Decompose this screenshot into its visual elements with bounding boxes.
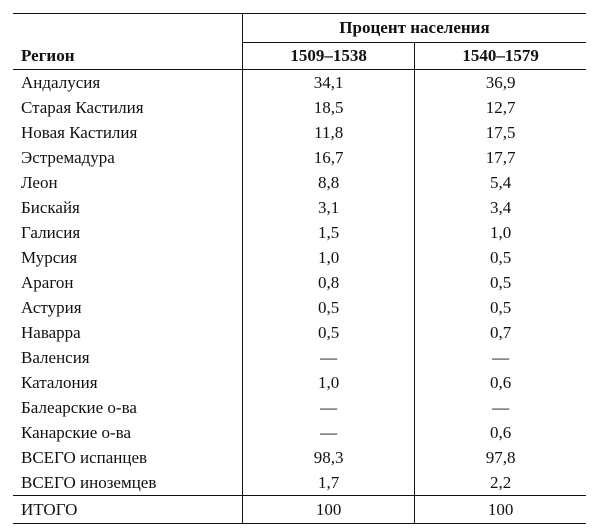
period-header-1: 1509–1538 [241,42,415,70]
region-name: Арагон [21,273,74,292]
region-name: Старая Кастилия [21,98,144,117]
region-name: Бискайя [21,198,80,217]
value-1540-1579: 1,0 [414,220,586,245]
value-1540-1579: 36,9 [414,69,586,95]
value-1509-1538: 0,5 [241,295,415,320]
value-1509-1538: 1,7 [241,470,415,496]
table-row: Новая Кастилия 11,8 17,5 [13,120,586,145]
value-1540-1579: 17,5 [414,120,586,145]
value-1509-1538: — [241,345,415,370]
value-1509-1538: 18,5 [241,95,415,120]
value-1509-1538: — [241,420,415,445]
period-header-2: 1540–1579 [414,42,586,70]
value-1540-1579: 0,5 [414,270,586,295]
population-percent-header: Процент населения [242,13,586,43]
value-1540-1579: 0,6 [414,420,586,445]
value-1540-1579: — [414,345,586,370]
region-name: Андалусия [21,73,101,92]
region-name: Наварра [21,323,81,342]
table-row: Эстремадура 16,7 17,7 [13,145,586,170]
table-row: Старая Кастилия 18,5 12,7 [13,95,586,120]
region-name: ВСЕГО испанцев [21,448,148,467]
value-1509-1538: — [241,395,415,420]
table-row: Андалусия 34,1 36,9 [13,69,586,95]
value-1509-1538: 3,1 [241,195,415,220]
table-row: Мурсия 1,0 0,5 [13,245,586,270]
value-1509-1538: 16,7 [241,145,415,170]
value-1540-1579: 97,8 [414,445,586,470]
header-blank-cell [13,14,243,43]
region-name: Новая Кастилия [21,123,138,142]
region-name: Леон [21,173,58,192]
total-value-1: 100 [241,495,415,524]
value-1540-1579: 0,5 [414,295,586,320]
total-row: ИТОГО 100 100 [13,495,586,524]
value-1509-1538: 1,5 [241,220,415,245]
table-row: Каталония 1,0 0,6 [13,370,586,395]
region-name: Эстремадура [21,148,115,167]
table-row: Наварра 0,5 0,7 [13,320,586,345]
value-1540-1579: — [414,395,586,420]
value-1540-1579: 0,5 [414,245,586,270]
table-row: Арагон 0,8 0,5 [13,270,586,295]
region-name: Галисия [21,223,81,242]
table-row: Леон 8,8 5,4 [13,170,586,195]
region-name: Астурия [21,298,82,317]
value-1509-1538: 11,8 [241,120,415,145]
value-1540-1579: 2,2 [414,470,586,496]
value-1509-1538: 0,8 [241,270,415,295]
value-1509-1538: 0,5 [241,320,415,345]
value-1509-1538: 8,8 [241,170,415,195]
region-name: Балеарские о-ва [21,398,137,417]
value-1540-1579: 17,7 [414,145,586,170]
table-row: ВСЕГО иноземцев 1,7 2,2 [13,470,586,496]
value-1540-1579: 0,7 [414,320,586,345]
value-1509-1538: 1,0 [241,245,415,270]
value-1540-1579: 0,6 [414,370,586,395]
population-table: Процент населения Регион 1509–1538 1540–… [13,13,586,524]
table-body: Андалусия 34,1 36,9 Старая Кастилия 18,5 12,7… [13,69,586,496]
total-value-2: 100 [414,495,586,524]
region-name: Мурсия [21,248,78,267]
table-row: Валенсия — — [13,345,586,370]
region-column-header: Регион [21,45,75,65]
value-1509-1538: 34,1 [241,69,415,95]
total-label: ИТОГО [13,495,243,524]
table-row: Балеарские о-ва — — [13,395,586,420]
region-name: Канарские о-ва [21,423,132,442]
region-name: ВСЕГО иноземцев [21,473,157,492]
region-name: Каталония [21,373,98,392]
value-1540-1579: 12,7 [414,95,586,120]
table-row: Астурия 0,5 0,5 [13,295,586,320]
table-row: Галисия 1,5 1,0 [13,220,586,245]
table-row: Канарские о-ва —0,6 [13,420,586,445]
value-1509-1538: 1,0 [241,370,415,395]
value-1540-1579: 5,4 [414,170,586,195]
table-row: ВСЕГО испанцев 98,3 97,8 [13,445,586,470]
value-1540-1579: 3,4 [414,195,586,220]
table-row: Бискайя 3,1 3,4 [13,195,586,220]
region-name: Валенсия [21,348,90,367]
value-1509-1538: 98,3 [241,445,415,470]
